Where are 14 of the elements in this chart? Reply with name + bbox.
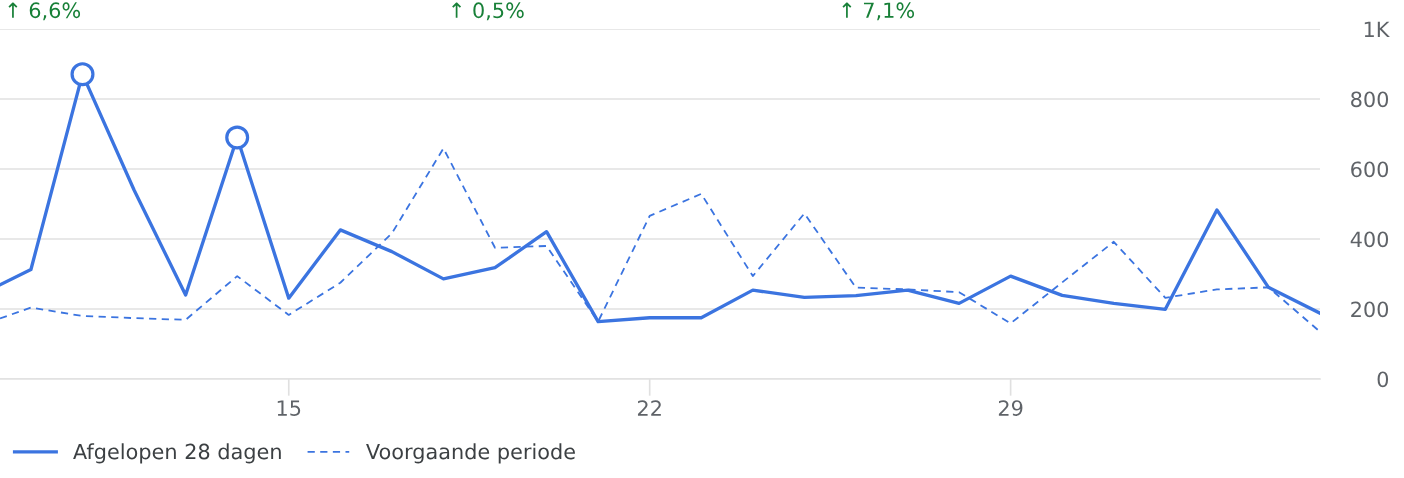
y-tick-label: 800: [1351, 91, 1389, 108]
y-tick-label: 1K: [1364, 21, 1390, 37]
x-tick-label: 15: [277, 400, 301, 416]
text: ↑ 6,6%: [8, 2, 81, 21]
y-tick-label: 200: [1351, 301, 1389, 318]
x-tick-label: 22: [637, 400, 661, 416]
x-tick-label: 29: [998, 400, 1023, 416]
y-tick-label: 400: [1350, 231, 1389, 248]
y-tick-label: 0: [1377, 371, 1389, 388]
legend-label: Afgelopen 28 dagen: [73, 443, 281, 464]
text: ↑ 0,5%: [452, 2, 524, 21]
text: ↑ 7,1%: [842, 2, 915, 21]
legend-label: Voorgaande periode: [366, 443, 575, 464]
y-tick-label: 600: [1351, 161, 1389, 178]
